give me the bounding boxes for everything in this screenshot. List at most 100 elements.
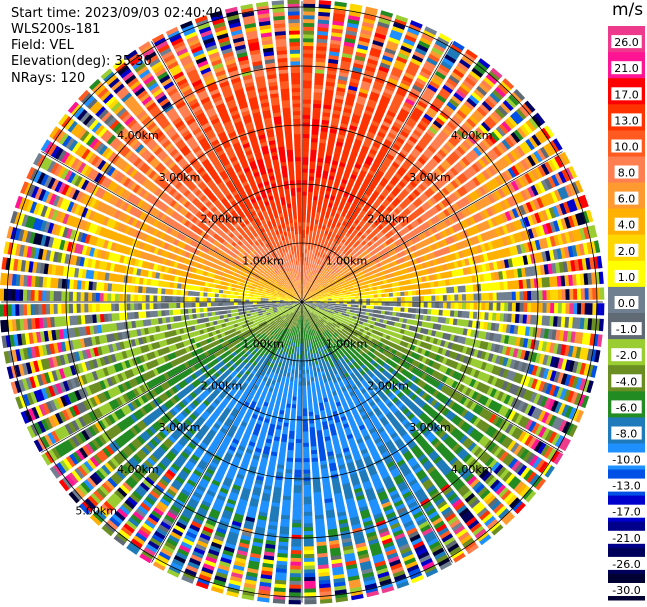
ray-gate: [306, 222, 310, 227]
ray-gate: [302, 419, 308, 425]
ray-gate: [423, 90, 434, 100]
ray-gate: [439, 130, 450, 139]
ray-gate: [317, 251, 321, 257]
ray-gate: [404, 296, 409, 302]
ray-gate: [380, 124, 390, 132]
ray-gate: [311, 122, 320, 128]
ray-gate: [306, 253, 310, 258]
ray-gate: [319, 192, 325, 198]
ray-gate: [354, 106, 364, 113]
ray-gate: [407, 205, 415, 213]
ray-gate: [327, 271, 332, 276]
ray-gate: [306, 268, 309, 273]
ray-gate: [347, 302, 352, 305]
ray-gate: [393, 297, 398, 302]
ray-gate: [531, 302, 536, 313]
ray-gate: [410, 57, 422, 67]
ray-gate: [315, 267, 319, 272]
ray-gate: [420, 153, 429, 162]
ray-gate: [426, 199, 435, 207]
ray-gate: [333, 152, 341, 159]
ray-gate: [305, 280, 308, 285]
ray-gate: [291, 404, 297, 409]
ray-gate: [298, 385, 302, 390]
ray-gate: [291, 546, 301, 551]
ray-gate: [302, 412, 308, 417]
ray-gate: [307, 284, 310, 289]
ray-gate: [303, 15, 315, 20]
ray-gate: [385, 184, 393, 192]
ray-gate: [319, 244, 324, 249]
ray-gate: [313, 99, 322, 105]
ray-gate: [569, 303, 574, 314]
ray-gate: [332, 271, 338, 276]
ray-gate: [295, 339, 298, 344]
ray-gate: [444, 81, 456, 91]
ray-gate: [302, 331, 304, 336]
ray-gate: [333, 229, 338, 235]
ray-gate: [347, 259, 352, 264]
ray-gate: [375, 134, 384, 142]
ray-gate: [408, 290, 413, 296]
ray-gate: [456, 109, 467, 119]
ray-gate: [452, 164, 462, 174]
ray-gate: [303, 18, 315, 24]
ray-gate: [302, 404, 308, 409]
ray-gate: [395, 215, 403, 223]
ray-gate: [391, 66, 403, 75]
ray-gate: [306, 284, 309, 289]
ray-gate: [431, 302, 436, 308]
ray-gate: [305, 264, 308, 269]
ray-gate: [389, 33, 402, 41]
ray-gate: [329, 128, 338, 134]
ray-gate: [394, 158, 402, 166]
ray-gate: [383, 174, 391, 181]
ray-gate: [304, 550, 315, 555]
ray-gate: [321, 224, 327, 230]
ray-gate: [313, 192, 319, 197]
ray-gate: [325, 85, 335, 91]
ray-gate: [355, 180, 362, 187]
ray-gate: [320, 240, 325, 246]
ray-gate: [383, 198, 391, 206]
ray-gate: [304, 272, 307, 277]
ray-gate: [369, 148, 378, 156]
ray-gate: [359, 32, 372, 40]
ray-gate: [328, 202, 333, 208]
ray-gate: [350, 293, 355, 297]
ray-gate: [302, 137, 310, 142]
ray-gate: [296, 335, 299, 340]
ray-gate: [373, 306, 378, 310]
ray-gate: [390, 70, 402, 78]
ray-gate: [376, 170, 385, 177]
ray-gate: [303, 458, 310, 463]
ray-gate: [302, 130, 310, 135]
ray-gate: [534, 290, 540, 301]
ray-gate: [438, 90, 449, 100]
ray-gate: [433, 97, 445, 107]
ray-gate: [335, 298, 340, 300]
ray-gate: [580, 288, 586, 300]
ray-gate: [327, 297, 332, 300]
ray-gate: [414, 174, 423, 183]
ray-gate: [329, 43, 341, 49]
ray-gate: [392, 143, 401, 151]
ray-gate: [356, 47, 368, 55]
ray-gate: [336, 209, 342, 215]
ray-gate: [322, 258, 327, 263]
ray-gate: [377, 183, 385, 191]
ray-gate: [391, 25, 405, 34]
ray-gate: [400, 307, 405, 312]
ray-gate: [297, 404, 302, 409]
ray-gate: [408, 135, 418, 144]
ray-gate: [462, 302, 467, 310]
ray-gate: [358, 91, 368, 99]
ray-gate: [314, 180, 321, 186]
ray-gate: [302, 84, 312, 89]
ray-gate: [500, 102, 511, 114]
ray-gate: [313, 279, 317, 284]
ray-gate: [338, 227, 344, 233]
ray-gate: [304, 249, 308, 254]
ray-gate: [318, 278, 322, 283]
ray-gate: [366, 172, 374, 180]
